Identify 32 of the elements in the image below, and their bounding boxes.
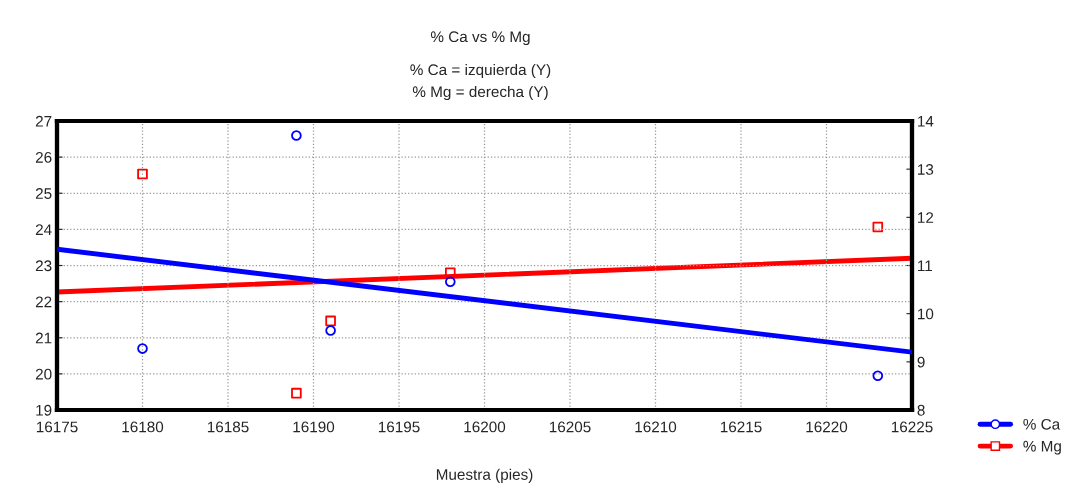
y-tick-label: 24 [35,224,52,235]
x-tick-label: 16180 [122,421,164,433]
y2-tick-label: 14 [918,116,934,127]
y2-tick-label: 10 [918,308,934,320]
y2-tick-label: 12 [918,212,934,223]
chart-subtitle: % Ca = izquierda (Y) % Mg = derecha (Y) [410,63,551,101]
y-tick-label: 20 [35,368,52,380]
x-tick-label: 16225 [891,421,933,433]
y-tick-label: 27 [35,115,52,127]
y2-tick-label: 11 [918,260,932,272]
y-tick-label: 21 [35,332,52,344]
x-tick-label: 16185 [207,421,249,433]
chart-title: % Ca vs % Mg [430,31,530,46]
x-tick-label: 16220 [806,421,848,433]
x-tick-label: 16205 [549,421,591,433]
x-tick-label: 16215 [720,421,762,433]
y-tick-label: 22 [35,296,52,308]
y-tick-label: 19 [36,404,52,416]
x-tick-label: 16210 [635,421,677,433]
x-tick-label: 16190 [293,421,335,433]
x-axis-title: Muestra (pies) [436,468,533,483]
y-tick-label: 26 [35,151,52,163]
x-tick-label: 16200 [464,421,506,433]
x-tick-label: 16175 [36,421,78,433]
legend-label: % Ca [1023,418,1061,430]
y2-tick-label: 8 [917,404,925,416]
x-tick-label: 16195 [378,421,420,433]
legend-label: % Mg [1023,440,1061,455]
y-tick-label: 23 [35,260,52,272]
y-tick-label: 25 [35,188,52,199]
y2-tick-label: 9 [917,356,925,368]
y2-tick-label: 13 [918,164,934,175]
